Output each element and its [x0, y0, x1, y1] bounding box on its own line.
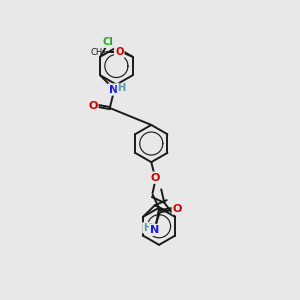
- Text: O: O: [173, 204, 182, 214]
- Text: N: N: [109, 85, 118, 94]
- Text: Cl: Cl: [102, 37, 113, 47]
- Text: methoxy: methoxy: [105, 51, 111, 52]
- Text: O: O: [88, 100, 98, 110]
- Text: O: O: [151, 173, 160, 183]
- Text: N: N: [150, 225, 159, 235]
- Text: O: O: [106, 51, 107, 52]
- Text: O: O: [115, 47, 124, 57]
- Text: H: H: [143, 223, 151, 233]
- Text: H: H: [117, 83, 126, 94]
- Text: CH₃: CH₃: [91, 47, 106, 56]
